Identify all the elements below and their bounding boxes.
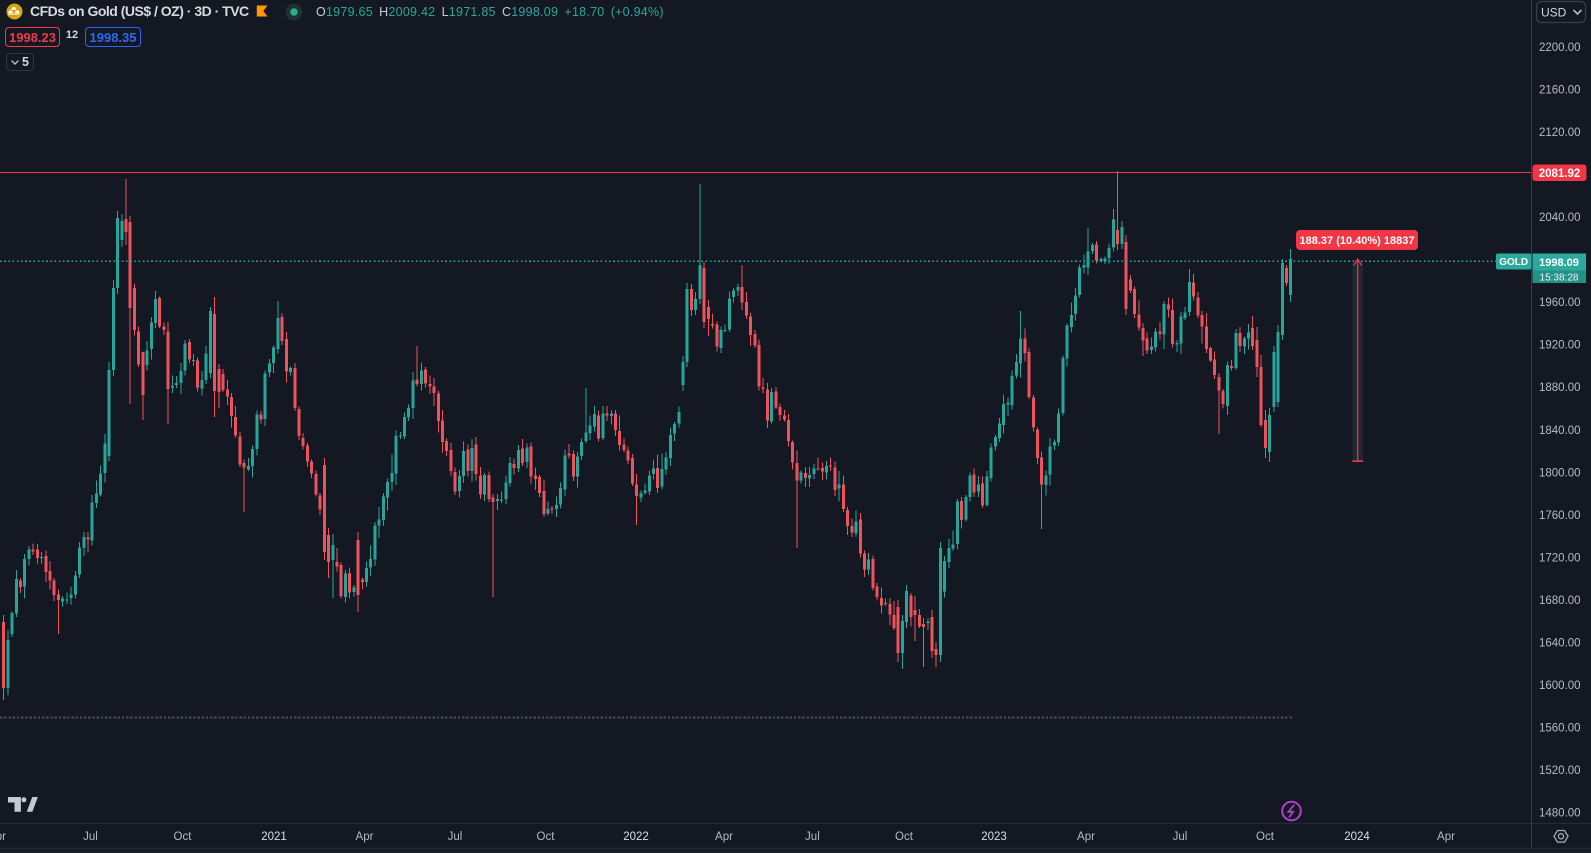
svg-text:2024: 2024: [1344, 831, 1370, 843]
svg-text:2040.00: 2040.00: [1539, 212, 1581, 224]
svg-text:1600.00: 1600.00: [1539, 680, 1581, 692]
svg-text:2021: 2021: [261, 831, 287, 843]
svg-text:1720.00: 1720.00: [1539, 552, 1581, 564]
svg-text:Apr: Apr: [356, 831, 374, 843]
svg-text:2081.92: 2081.92: [1539, 168, 1581, 180]
svg-text:2120.00: 2120.00: [1539, 127, 1581, 139]
svg-text:1920.00: 1920.00: [1539, 340, 1581, 352]
svg-text:2200.00: 2200.00: [1539, 42, 1581, 54]
svg-text:Apr: Apr: [0, 831, 6, 843]
svg-text:1960.00: 1960.00: [1539, 297, 1581, 309]
svg-text:Apr: Apr: [1077, 831, 1095, 843]
svg-text:Jul: Jul: [83, 831, 98, 843]
svg-text:1800.00: 1800.00: [1539, 467, 1581, 479]
svg-text:188.37 (10.40%) 18837: 188.37 (10.40%) 18837: [1300, 235, 1415, 247]
svg-text:15:38:28: 15:38:28: [1540, 272, 1579, 283]
svg-text:1998.09: 1998.09: [1539, 257, 1579, 269]
svg-text:GOLD: GOLD: [1499, 257, 1528, 268]
svg-text:2160.00: 2160.00: [1539, 85, 1581, 97]
svg-text:Jul: Jul: [1173, 831, 1188, 843]
svg-text:Jul: Jul: [448, 831, 463, 843]
svg-text:Oct: Oct: [174, 831, 193, 843]
svg-text:USD: USD: [1541, 6, 1567, 20]
svg-text:Oct: Oct: [537, 831, 556, 843]
svg-text:Oct: Oct: [895, 831, 914, 843]
svg-text:1480.00: 1480.00: [1539, 808, 1581, 820]
svg-text:1520.00: 1520.00: [1539, 765, 1581, 777]
svg-text:1560.00: 1560.00: [1539, 722, 1581, 734]
svg-text:1680.00: 1680.00: [1539, 595, 1581, 607]
svg-text:Apr: Apr: [715, 831, 733, 843]
svg-text:1640.00: 1640.00: [1539, 637, 1581, 649]
svg-text:Jul: Jul: [805, 831, 820, 843]
svg-text:1880.00: 1880.00: [1539, 382, 1581, 394]
svg-text:Apr: Apr: [1437, 831, 1455, 843]
svg-text:1840.00: 1840.00: [1539, 425, 1581, 437]
svg-text:2022: 2022: [623, 831, 649, 843]
svg-text:1760.00: 1760.00: [1539, 510, 1581, 522]
svg-text:Oct: Oct: [1256, 831, 1275, 843]
svg-text:2023: 2023: [981, 831, 1007, 843]
